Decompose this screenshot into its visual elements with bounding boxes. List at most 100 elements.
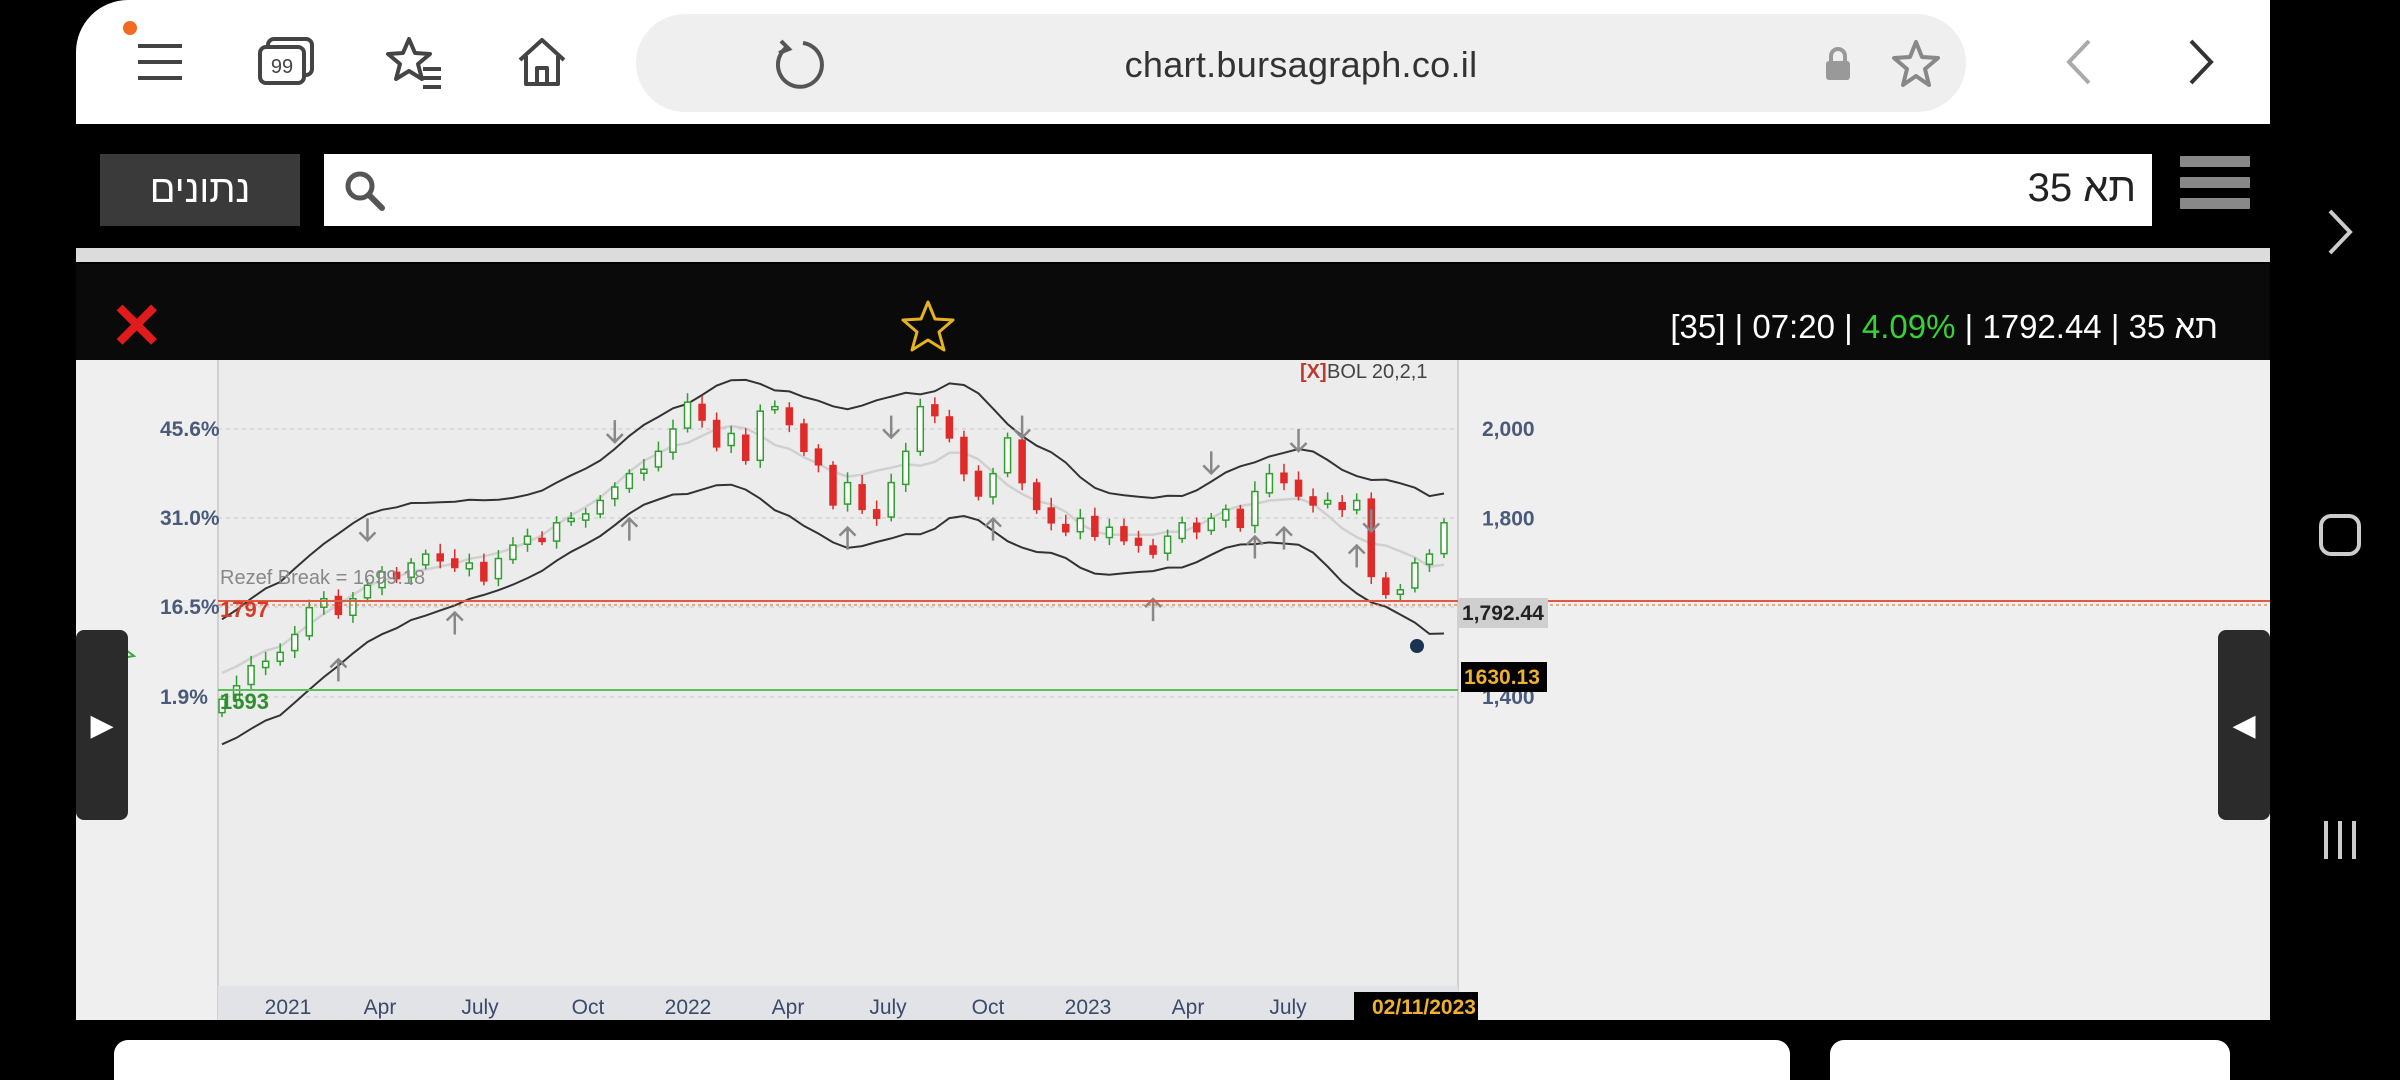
candle-body bbox=[494, 557, 503, 580]
indicator-close[interactable]: [X] bbox=[1300, 361, 1327, 383]
candle-body bbox=[1280, 472, 1288, 484]
candle-body bbox=[1003, 437, 1012, 474]
x-label: 2021 bbox=[265, 996, 312, 1019]
candle-body bbox=[625, 472, 634, 490]
buy-arrow bbox=[1347, 543, 1366, 568]
cursor-dot bbox=[1410, 639, 1424, 653]
candle-body bbox=[1076, 517, 1085, 533]
candle-body bbox=[931, 404, 939, 417]
star-icon[interactable] bbox=[1884, 32, 1948, 96]
price-label: 1,800 bbox=[1482, 507, 1535, 530]
sell-arrow bbox=[1289, 429, 1308, 453]
candle-body bbox=[1091, 515, 1099, 537]
x-label: Oct bbox=[972, 996, 1005, 1019]
address-bar[interactable]: chart.bursagraph.co.il bbox=[636, 14, 1966, 112]
candle-body bbox=[727, 432, 735, 447]
chart-next-arrow[interactable]: ◀ bbox=[2218, 630, 2270, 820]
candle-body bbox=[669, 428, 677, 453]
forward-icon[interactable] bbox=[2170, 30, 2234, 94]
buy-arrow bbox=[1144, 597, 1162, 622]
tabs-icon[interactable]: 99 bbox=[254, 30, 318, 94]
candle-body bbox=[349, 597, 357, 617]
candle-body bbox=[232, 685, 241, 701]
candle-body bbox=[683, 401, 692, 429]
hamburger-icon[interactable] bbox=[2180, 156, 2250, 222]
candle-body bbox=[509, 544, 517, 561]
candle-body bbox=[1120, 526, 1128, 542]
candle-body bbox=[829, 464, 837, 506]
candle-body bbox=[1411, 562, 1419, 589]
break-label: Rezef Break = 1699.18 bbox=[220, 567, 425, 589]
quote-time: 07:20 bbox=[1752, 308, 1835, 345]
home-button-icon[interactable] bbox=[2305, 500, 2375, 570]
data-button[interactable]: נתונים bbox=[100, 154, 300, 226]
candle-body bbox=[596, 499, 604, 515]
candle-body bbox=[698, 403, 706, 421]
x-label: July bbox=[1269, 996, 1307, 1019]
candle-body bbox=[872, 509, 881, 520]
candle-body bbox=[1207, 517, 1215, 532]
search-icon[interactable] bbox=[342, 168, 386, 217]
back-nav-icon[interactable] bbox=[2305, 197, 2375, 267]
candle-body bbox=[465, 562, 474, 570]
date-tag-bg bbox=[1354, 992, 1478, 1022]
candle-body bbox=[552, 522, 561, 542]
candle-body bbox=[363, 584, 372, 599]
menu-icon[interactable] bbox=[128, 30, 192, 94]
candle-body bbox=[1105, 526, 1114, 539]
back-icon[interactable] bbox=[2046, 30, 2110, 94]
candle-body bbox=[640, 468, 648, 474]
candle-body bbox=[1163, 535, 1172, 554]
url-text: chart.bursagraph.co.il bbox=[1124, 44, 1478, 85]
candle-body bbox=[1382, 577, 1390, 596]
content-card[interactable] bbox=[114, 1040, 1790, 1080]
recent-apps-icon[interactable] bbox=[2305, 805, 2375, 875]
candle-body bbox=[1062, 523, 1070, 533]
pct-label: 45.6% bbox=[160, 418, 220, 441]
reload-icon[interactable] bbox=[766, 32, 830, 96]
candle-body bbox=[1352, 499, 1361, 511]
pct-label: 1.9% bbox=[160, 686, 208, 709]
candle-body bbox=[654, 450, 663, 468]
red-line-label: 1797 bbox=[220, 597, 269, 622]
candle-body bbox=[785, 407, 794, 426]
chart-prev-arrow[interactable]: ▶ bbox=[76, 630, 128, 820]
price-chart[interactable]: 1797 1593 Rezef Break = 1699.18 [X] BOL … bbox=[76, 360, 2270, 1022]
x-label: 2023 bbox=[1065, 996, 1112, 1019]
candle-body bbox=[800, 423, 808, 453]
bookmarks-icon[interactable] bbox=[382, 30, 446, 94]
search-input[interactable]: תא 35 bbox=[324, 154, 2152, 226]
close-icon[interactable]: ✕ bbox=[110, 290, 164, 362]
green-line-label: 1593 bbox=[220, 689, 269, 714]
favorite-star-icon[interactable] bbox=[898, 298, 958, 359]
candle-body bbox=[276, 651, 284, 663]
sell-arrow bbox=[1202, 451, 1221, 476]
candles bbox=[218, 393, 1448, 718]
candle-body bbox=[1222, 508, 1230, 521]
candle-body bbox=[1032, 482, 1041, 511]
sell-arrow bbox=[1013, 415, 1032, 440]
chart-header: ✕ [35] | 07:20 | 4.09% | 1792.44 | תא 35 bbox=[76, 264, 2270, 360]
x-axis-band bbox=[218, 986, 1458, 1020]
candle-body bbox=[290, 633, 299, 652]
chart-area[interactable]: 1797 1593 Rezef Break = 1699.18 [X] BOL … bbox=[76, 360, 2270, 1022]
buy-arrow bbox=[1275, 525, 1293, 550]
candle-body bbox=[378, 571, 386, 589]
home-icon[interactable] bbox=[510, 30, 574, 94]
candle-body bbox=[901, 450, 910, 486]
lock-icon bbox=[1806, 32, 1870, 96]
candle-body bbox=[421, 553, 430, 566]
search-value: תא 35 bbox=[2027, 166, 2136, 210]
candle-body bbox=[1338, 501, 1346, 511]
candle-body bbox=[989, 472, 997, 498]
site-header: נתונים תא 35 bbox=[76, 124, 2270, 256]
buy-arrow bbox=[838, 525, 857, 550]
price-tag-bg bbox=[1458, 598, 1548, 628]
candle-body bbox=[858, 484, 866, 511]
price-tag: 1,792.44 bbox=[1462, 602, 1544, 625]
tabs-count: 99 bbox=[271, 56, 293, 78]
candle-body bbox=[1251, 490, 1259, 527]
side-card[interactable] bbox=[1830, 1040, 2230, 1080]
indicator-label: BOL 20,2,1 bbox=[1327, 361, 1427, 383]
candle-body bbox=[1192, 522, 1201, 533]
